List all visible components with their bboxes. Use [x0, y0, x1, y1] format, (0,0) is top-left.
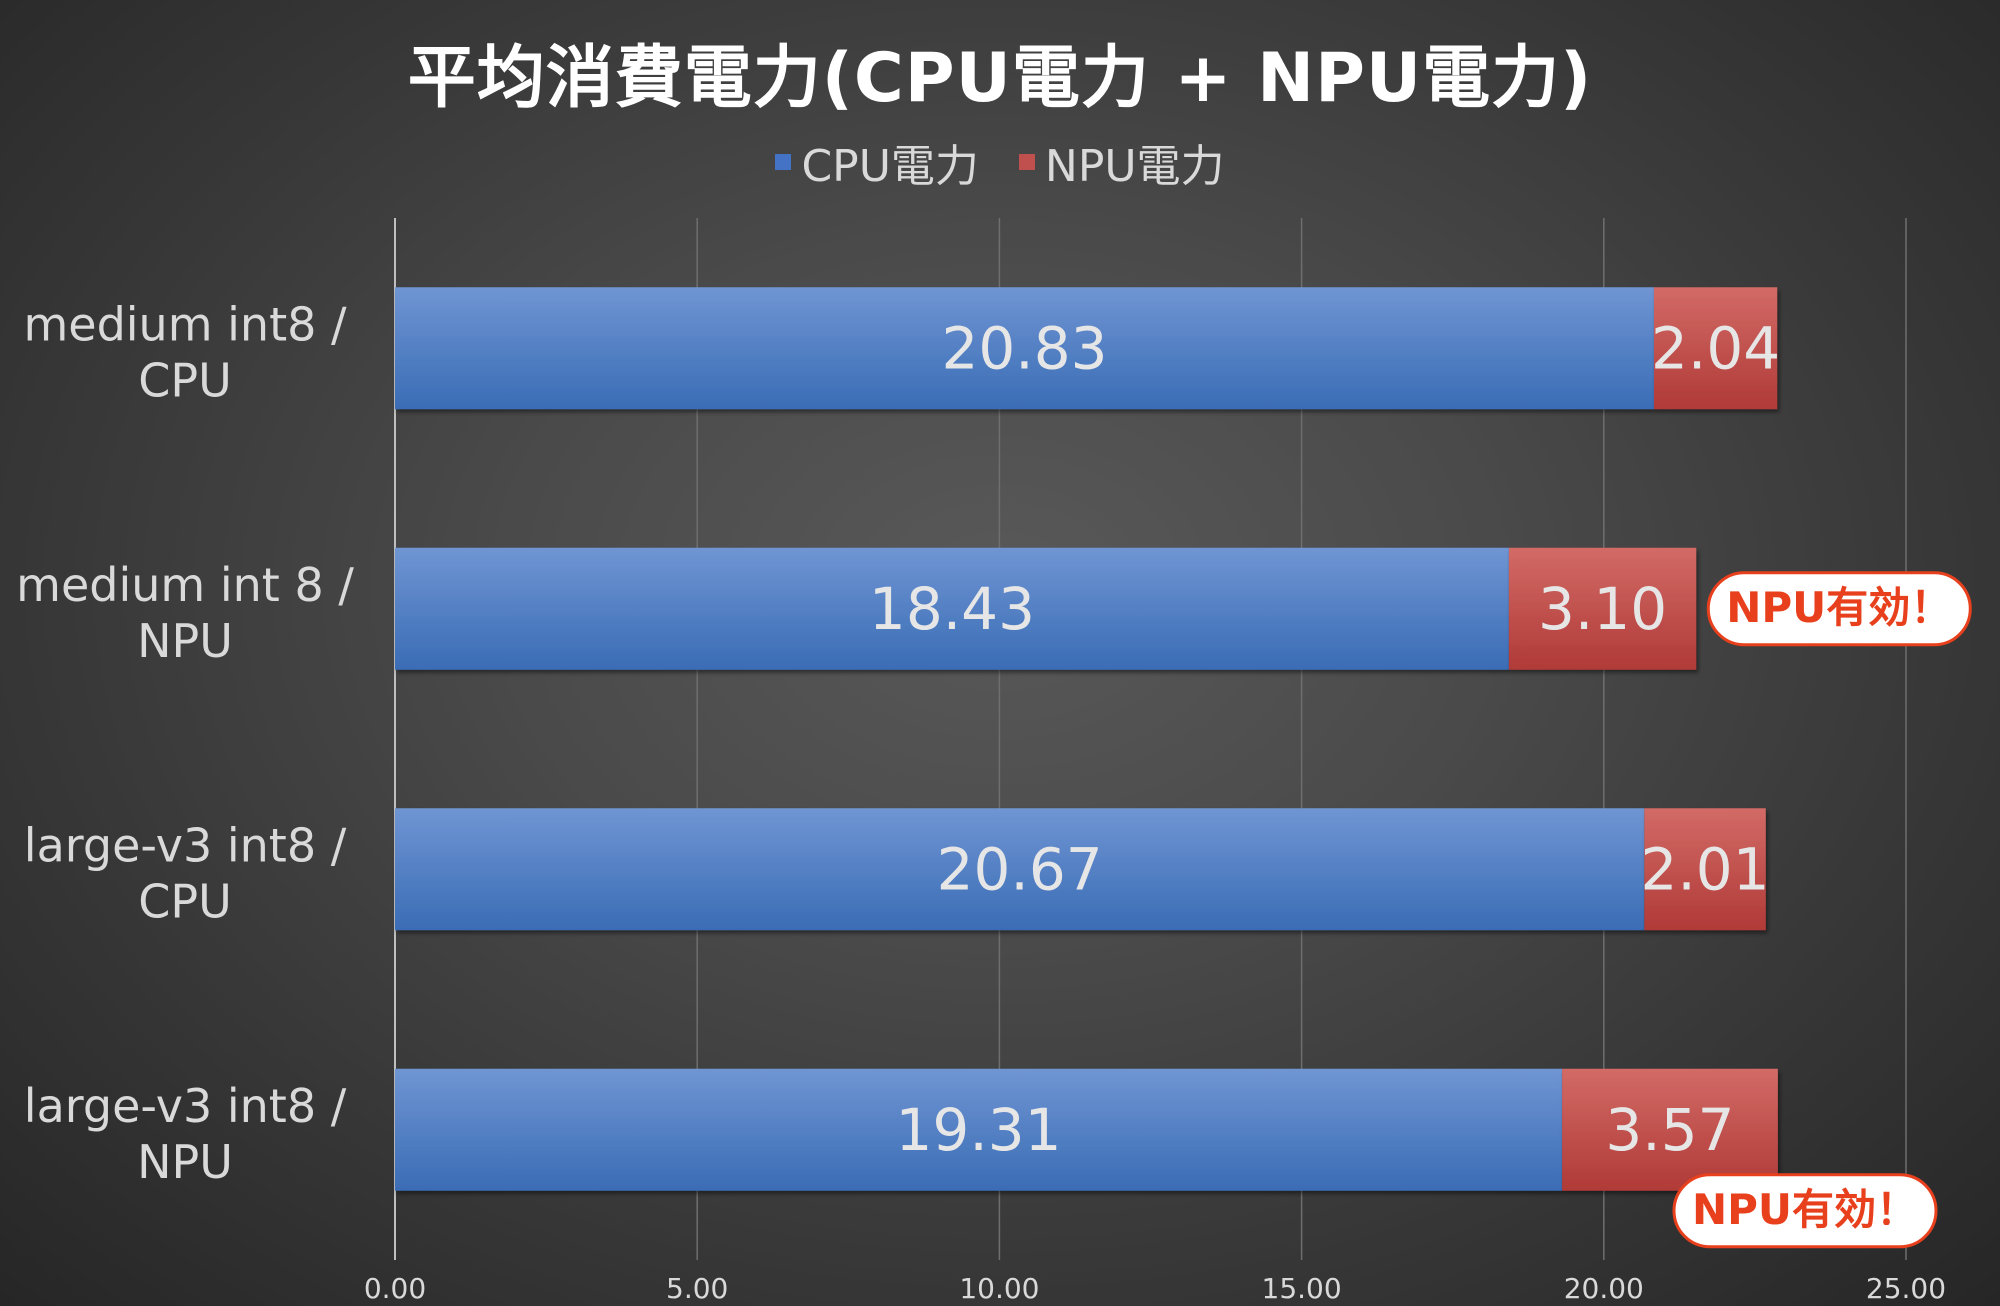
x-tick-label: 25.00 — [1866, 1272, 1946, 1305]
legend-item-npu: NPU電力 — [1018, 130, 1225, 194]
annotation-text: NPU有効！ — [1692, 1185, 1918, 1234]
legend-swatch-cpu — [775, 154, 792, 170]
x-tick-label: 5.00 — [666, 1272, 728, 1305]
data-label-cpu: 18.43 — [869, 575, 1035, 643]
data-label-cpu: 20.83 — [941, 314, 1107, 382]
data-label-cpu: 19.31 — [896, 1096, 1062, 1164]
data-label-npu: 3.10 — [1538, 575, 1667, 643]
bar-npu — [1562, 1068, 1778, 1191]
bar-cpu — [395, 1068, 1563, 1191]
x-tick-label: 15.00 — [1262, 1272, 1342, 1305]
annotation-npu-effective: NPU有効！ — [1672, 1173, 1938, 1249]
data-label-npu: 2.01 — [1640, 835, 1769, 903]
x-tick-label: 0.00 — [364, 1272, 426, 1305]
bar-npu — [1644, 808, 1766, 931]
bar-npu — [1508, 547, 1697, 670]
bar-cpu — [395, 808, 1645, 931]
annotation-badge — [1706, 571, 1972, 647]
annotation-badge — [1672, 1173, 1938, 1249]
chart-title: 平均消費電力(CPU電力 + NPU電力) — [407, 39, 1593, 118]
data-label-cpu: 20.67 — [937, 835, 1103, 903]
legend: CPU電力 NPU電力 — [0, 130, 2000, 194]
data-label-npu: 3.57 — [1605, 1096, 1734, 1164]
x-tick-label: 10.00 — [959, 1272, 1039, 1305]
data-label-npu: 2.04 — [1651, 314, 1780, 382]
x-tick-label: 20.00 — [1564, 1272, 1644, 1305]
annotation-npu-effective: NPU有効！ — [1706, 571, 1972, 647]
legend-item-cpu: CPU電力 — [775, 130, 979, 194]
bar-cpu — [395, 287, 1654, 410]
annotation-text: NPU有効！ — [1726, 583, 1952, 632]
legend-label-npu: NPU電力 — [1044, 141, 1225, 192]
legend-label-cpu: CPU電力 — [801, 141, 979, 192]
legend-swatch-npu — [1018, 154, 1035, 170]
category-label: medium int8 /CPU — [23, 297, 347, 407]
category-label: medium int 8 /NPU — [16, 558, 354, 668]
bar-npu — [1653, 287, 1778, 410]
bar-cpu — [395, 547, 1509, 670]
category-label: large-v3 int8 /CPU — [24, 818, 347, 928]
category-label: large-v3 int8 /NPU — [24, 1079, 347, 1189]
